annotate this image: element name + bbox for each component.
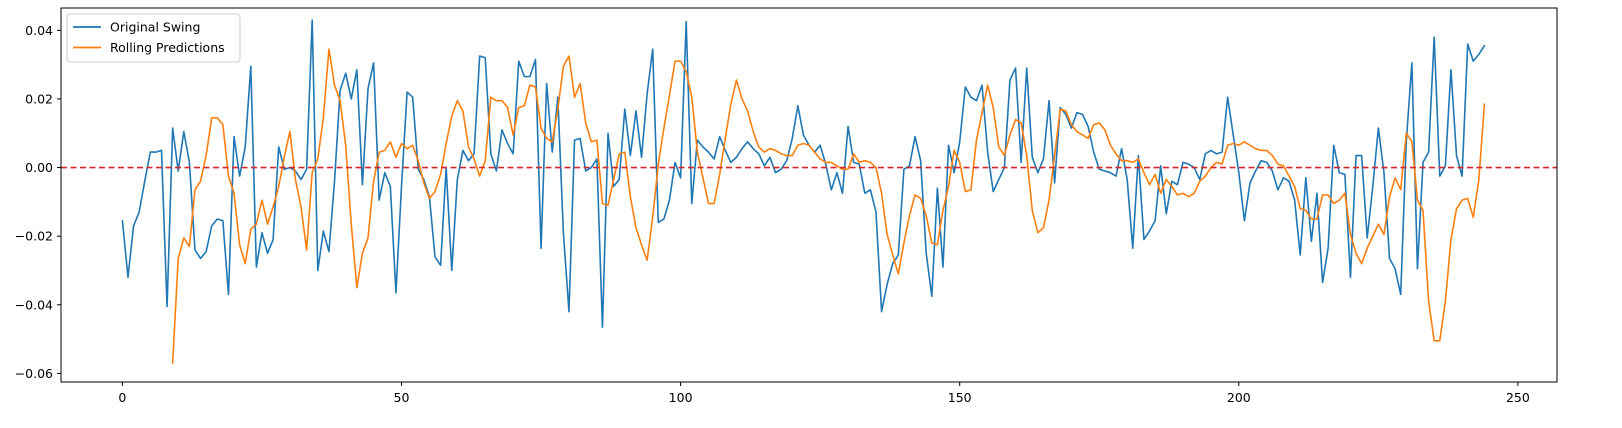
y-tick-label: −0.04 <box>15 297 53 312</box>
x-tick-label: 150 <box>948 390 972 405</box>
legend-label-rolling-predictions: Rolling Predictions <box>110 40 225 55</box>
series-line-original-swing <box>121 19 1486 328</box>
x-axis-ticks: 0 50 100 150 200 250 <box>118 382 1530 405</box>
y-tick-label: 0.02 <box>25 91 53 106</box>
series-layer <box>121 19 1486 364</box>
x-tick-label: 0 <box>118 390 126 405</box>
x-tick-label: 100 <box>669 390 693 405</box>
legend: Original Swing Rolling Predictions <box>66 13 241 63</box>
legend-box <box>66 13 241 63</box>
series-line-rolling-predictions <box>171 48 1486 364</box>
y-axis-ticks: −0.06 −0.04 −0.02 0.00 0.02 0.04 <box>15 23 61 381</box>
y-tick-label: 0.04 <box>25 23 53 38</box>
axes-frame <box>61 8 1557 382</box>
x-tick-label: 250 <box>1506 390 1530 405</box>
y-tick-label: −0.06 <box>15 366 53 381</box>
y-tick-label: −0.02 <box>15 229 53 244</box>
axes-border <box>60 7 1558 383</box>
y-tick-label: 0.00 <box>25 160 53 175</box>
x-tick-label: 50 <box>394 390 410 405</box>
x-tick-label: 200 <box>1227 390 1251 405</box>
legend-label-original-swing: Original Swing <box>110 20 200 35</box>
plot-area <box>60 7 1558 383</box>
